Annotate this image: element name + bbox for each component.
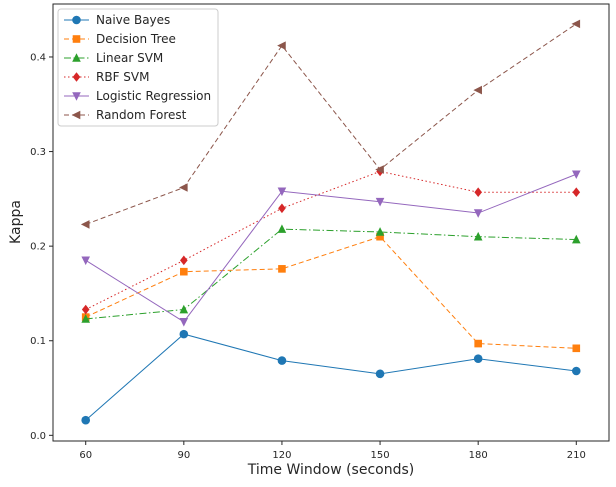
legend-label: Decision Tree bbox=[96, 32, 176, 46]
legend-box bbox=[57, 8, 219, 127]
data-point-logistic-regression bbox=[375, 197, 385, 207]
y-tick-label: 0.0 bbox=[30, 431, 46, 442]
legend-entry-random-forest: Random Forest bbox=[64, 108, 187, 122]
data-point-naive-bayes bbox=[277, 356, 287, 365]
data-point-random-forest bbox=[375, 165, 384, 174]
data-point-logistic-regression bbox=[179, 318, 189, 327]
data-point-decision-tree bbox=[278, 265, 286, 273]
data-point-naive-bayes bbox=[571, 366, 581, 376]
data-point-naive-bayes bbox=[179, 329, 189, 339]
plot-frame bbox=[52, 3, 610, 442]
data-point-linear-svm bbox=[571, 234, 581, 244]
data-point-decision-tree bbox=[376, 232, 384, 241]
legend-entry-decision-tree: Decision Tree bbox=[64, 32, 176, 46]
series-logistic-regression bbox=[81, 170, 581, 327]
data-point-rbf-svm bbox=[572, 187, 581, 198]
data-point-naive-bayes bbox=[473, 354, 483, 364]
data-point-linear-svm bbox=[277, 224, 287, 233]
x-tick-label: 120 bbox=[272, 450, 291, 461]
data-point-random-forest bbox=[571, 19, 581, 29]
legend-marker bbox=[72, 15, 81, 25]
series-decision-tree bbox=[81, 232, 581, 353]
legend-label: Random Forest bbox=[96, 108, 187, 122]
data-point-decision-tree bbox=[474, 339, 482, 348]
series-line-logistic-regression bbox=[85, 173, 577, 323]
legend-marker bbox=[72, 72, 81, 82]
legend-label: Logistic Regression bbox=[96, 89, 211, 103]
x-tick-label: 150 bbox=[371, 450, 390, 461]
y-tick-label: 0.4 bbox=[30, 52, 46, 63]
data-point-logistic-regression bbox=[473, 209, 483, 218]
x-axis-label: Time Window (seconds) bbox=[247, 462, 415, 478]
data-point-naive-bayes bbox=[375, 369, 385, 379]
series-line-rbf-svm bbox=[85, 170, 577, 310]
data-point-rbf-svm bbox=[81, 304, 90, 315]
legend-label: RBF SVM bbox=[96, 70, 149, 84]
legend-marker bbox=[72, 53, 81, 62]
series-line-decision-tree bbox=[85, 236, 577, 349]
data-point-rbf-svm bbox=[474, 187, 482, 198]
y-axis-label: Kappa bbox=[8, 200, 24, 244]
data-point-linear-svm bbox=[179, 304, 189, 314]
data-point-random-forest bbox=[277, 41, 286, 50]
y-tick-label: 0.3 bbox=[30, 147, 46, 158]
legend-entry-linear-svm: Linear SVM bbox=[64, 51, 163, 65]
series-random-forest bbox=[80, 19, 581, 229]
data-point-rbf-svm bbox=[278, 203, 286, 214]
data-point-random-forest bbox=[80, 220, 90, 229]
data-point-logistic-regression bbox=[81, 256, 91, 266]
legend-label: Naive Bayes bbox=[96, 13, 170, 27]
data-point-rbf-svm bbox=[180, 255, 188, 266]
data-point-decision-tree bbox=[572, 344, 581, 353]
series-naive-bayes bbox=[81, 329, 581, 425]
data-point-logistic-regression bbox=[277, 187, 287, 197]
series-rbf-svm bbox=[81, 166, 581, 315]
legend-marker bbox=[72, 92, 81, 101]
data-point-linear-svm bbox=[375, 227, 385, 236]
legend-marker bbox=[72, 35, 81, 43]
legend-label: Linear SVM bbox=[96, 51, 163, 65]
y-tick-label: 0.2 bbox=[30, 242, 46, 253]
legend-entry-rbf-svm: RBF SVM bbox=[64, 70, 149, 84]
legend-entry-naive-bayes: Naive Bayes bbox=[64, 13, 170, 27]
legend-marker bbox=[71, 110, 81, 120]
legend-entry-logistic-regression: Logistic Regression bbox=[64, 89, 211, 103]
data-point-naive-bayes bbox=[81, 415, 91, 425]
x-tick-label: 90 bbox=[177, 450, 190, 461]
x-tick-label: 210 bbox=[567, 450, 586, 461]
data-point-linear-svm bbox=[473, 231, 483, 241]
y-tick-label: 0.1 bbox=[30, 336, 46, 347]
x-tick-label: 60 bbox=[79, 450, 92, 461]
data-point-random-forest bbox=[179, 183, 188, 192]
data-point-linear-svm bbox=[81, 314, 91, 323]
series-linear-svm bbox=[81, 224, 581, 323]
series-line-random-forest bbox=[85, 23, 577, 225]
x-tick-label: 180 bbox=[469, 450, 488, 461]
data-point-logistic-regression bbox=[571, 170, 581, 180]
series-line-linear-svm bbox=[85, 228, 577, 320]
series-line-naive-bayes bbox=[85, 333, 577, 421]
legend: Naive Bayes Decision Tree Linear SVM RBF SV… bbox=[57, 8, 219, 127]
data-point-random-forest bbox=[473, 85, 482, 95]
data-point-decision-tree bbox=[180, 267, 188, 276]
